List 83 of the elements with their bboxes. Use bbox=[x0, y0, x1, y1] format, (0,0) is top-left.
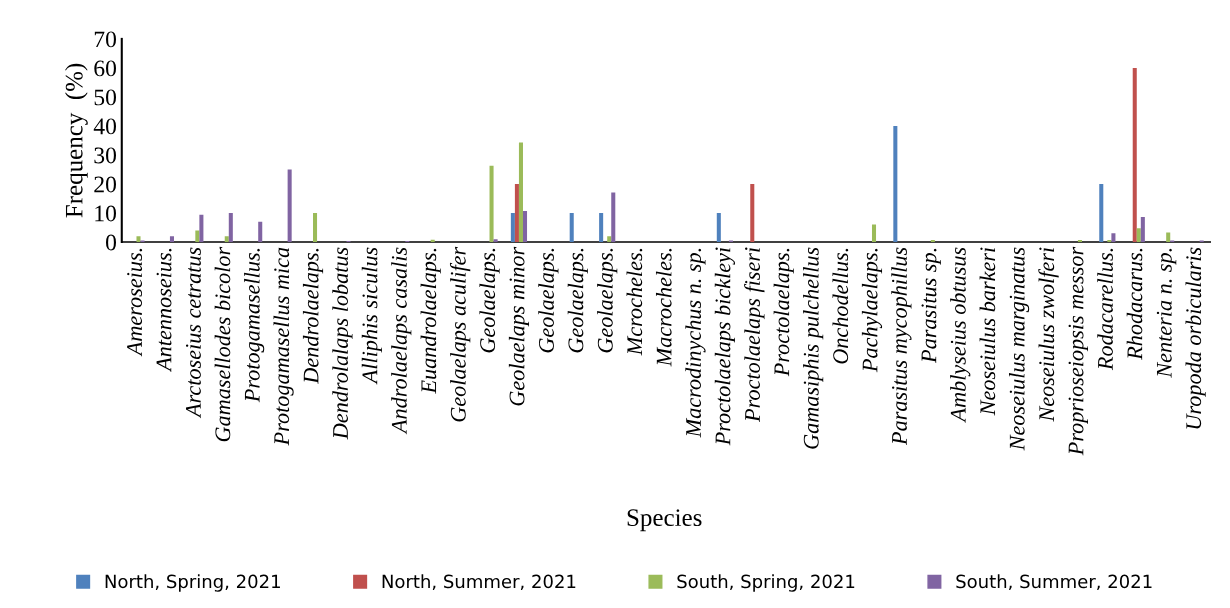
x-tick-label: Euandrolaelaps. bbox=[420, 248, 441, 394]
bar bbox=[611, 192, 616, 242]
bar bbox=[750, 183, 755, 242]
bar bbox=[893, 125, 898, 242]
bar bbox=[224, 236, 229, 242]
y-tick-label: 20 bbox=[94, 176, 117, 193]
x-tick-label: Neoseiulus zwolferi bbox=[1038, 247, 1059, 422]
x-tick-label: Protogamasellus. bbox=[244, 248, 265, 403]
x-tick-label: Neoseiulus barkeri bbox=[979, 247, 996, 416]
bar bbox=[228, 212, 233, 242]
x-tick-label: Mcrocheles. bbox=[626, 248, 643, 356]
bar bbox=[1140, 217, 1145, 242]
bar bbox=[199, 214, 204, 242]
x-axis-title: Species bbox=[627, 509, 702, 532]
y-tick-label: 50 bbox=[94, 89, 117, 106]
bar bbox=[716, 212, 721, 242]
bar bbox=[510, 212, 515, 242]
x-tick-label: Geolaelaps. bbox=[538, 248, 559, 353]
bar bbox=[1077, 239, 1082, 242]
x-tick-label: Dendrolaelaps. bbox=[302, 248, 324, 384]
x-tick-label: Parasitus sp. bbox=[921, 248, 941, 364]
bar bbox=[169, 236, 174, 242]
x-tick-label: Dendrolalaps lobatus bbox=[332, 247, 353, 440]
x-tick-label: Geolaelaps. bbox=[597, 248, 618, 353]
bar bbox=[1107, 239, 1112, 242]
bar bbox=[1111, 233, 1116, 242]
y-tick-label: 30 bbox=[94, 147, 117, 164]
bar bbox=[930, 239, 935, 242]
bar bbox=[493, 239, 498, 242]
x-tick-label: Rhodacarus. bbox=[1126, 248, 1143, 360]
bar bbox=[518, 142, 523, 242]
x-tick-label: Macrocheles. bbox=[655, 248, 672, 367]
bar bbox=[313, 212, 318, 242]
x-tick-label: Amblyseius obtusus bbox=[950, 247, 971, 423]
bar bbox=[1132, 67, 1137, 242]
y-tick-label: 0 bbox=[106, 234, 117, 251]
x-tick-label: Geolaelaps minor bbox=[508, 246, 530, 406]
x-tick-label: Proctolaelaps. bbox=[773, 248, 794, 377]
y-tick-label: 10 bbox=[95, 205, 117, 222]
bar bbox=[599, 212, 604, 242]
x-tick-label: Geolaelaps. bbox=[567, 248, 588, 353]
bar bbox=[287, 169, 292, 242]
y-tick-label: 60 bbox=[94, 60, 117, 77]
bar bbox=[489, 165, 494, 242]
bar bbox=[607, 236, 612, 242]
x-tick-label: Neoseiulus marginatus bbox=[1009, 247, 1030, 451]
y-tick-label: 70 bbox=[94, 31, 117, 48]
bar bbox=[522, 210, 528, 242]
y-axis-title: Frequency (%) bbox=[65, 63, 88, 218]
legend-label: South, Summer, 2021 bbox=[956, 574, 1152, 591]
bar bbox=[195, 230, 200, 242]
x-tick-label: Antennoseius. bbox=[156, 248, 172, 373]
x-tick-label: Gamasiphis pulchellus bbox=[803, 247, 824, 449]
x-tick-label: Nenteria n. sp. bbox=[1156, 248, 1177, 378]
legend-label: North, Spring, 2021 bbox=[105, 574, 280, 592]
bar bbox=[1136, 228, 1141, 242]
x-tick-label: Geolaelaps aculifer bbox=[449, 246, 471, 422]
x-tick-label: Protogamasellus mica bbox=[273, 247, 294, 446]
x-tick-label: Gamasellodes bicolor bbox=[214, 246, 231, 442]
x-tick-label: Proctolaelaps fiseri bbox=[744, 247, 765, 423]
bar bbox=[136, 236, 141, 242]
bar bbox=[1166, 232, 1171, 242]
bar bbox=[871, 224, 877, 242]
x-tick-label: Onchodellus. bbox=[832, 248, 849, 364]
x-tick-label: Arctoseius cetratus bbox=[185, 247, 201, 419]
x-tick-label: Macrodinychus n. sp. bbox=[685, 248, 706, 438]
y-tick-label: 40 bbox=[93, 118, 117, 135]
x-tick-label: Pachylaelaps. bbox=[861, 248, 883, 373]
x-tick-label: Rodacarellus. bbox=[1097, 248, 1114, 371]
x-tick-label: Geolaelaps. bbox=[479, 248, 500, 353]
x-tick-label: Parasitus mycophillus bbox=[891, 247, 912, 446]
bar bbox=[569, 212, 574, 242]
x-tick-label: Alliphis siculus bbox=[361, 247, 382, 385]
bar bbox=[1099, 183, 1104, 242]
x-tick-label: Uropoda orbicularis bbox=[1185, 247, 1206, 429]
bar bbox=[514, 183, 519, 242]
x-tick-label: Proctolaelaps bickleyi bbox=[714, 247, 735, 446]
bar bbox=[258, 221, 263, 242]
x-tick-label: Proprioseiopsis messor bbox=[1068, 246, 1089, 456]
x-tick-label: Ameroseius. bbox=[127, 248, 143, 357]
legend-label: South, Spring, 2021 bbox=[677, 574, 855, 592]
legend-label: North, Summer, 2021 bbox=[382, 574, 576, 591]
x-tick-label: Androlaelaps casalis bbox=[391, 247, 412, 435]
